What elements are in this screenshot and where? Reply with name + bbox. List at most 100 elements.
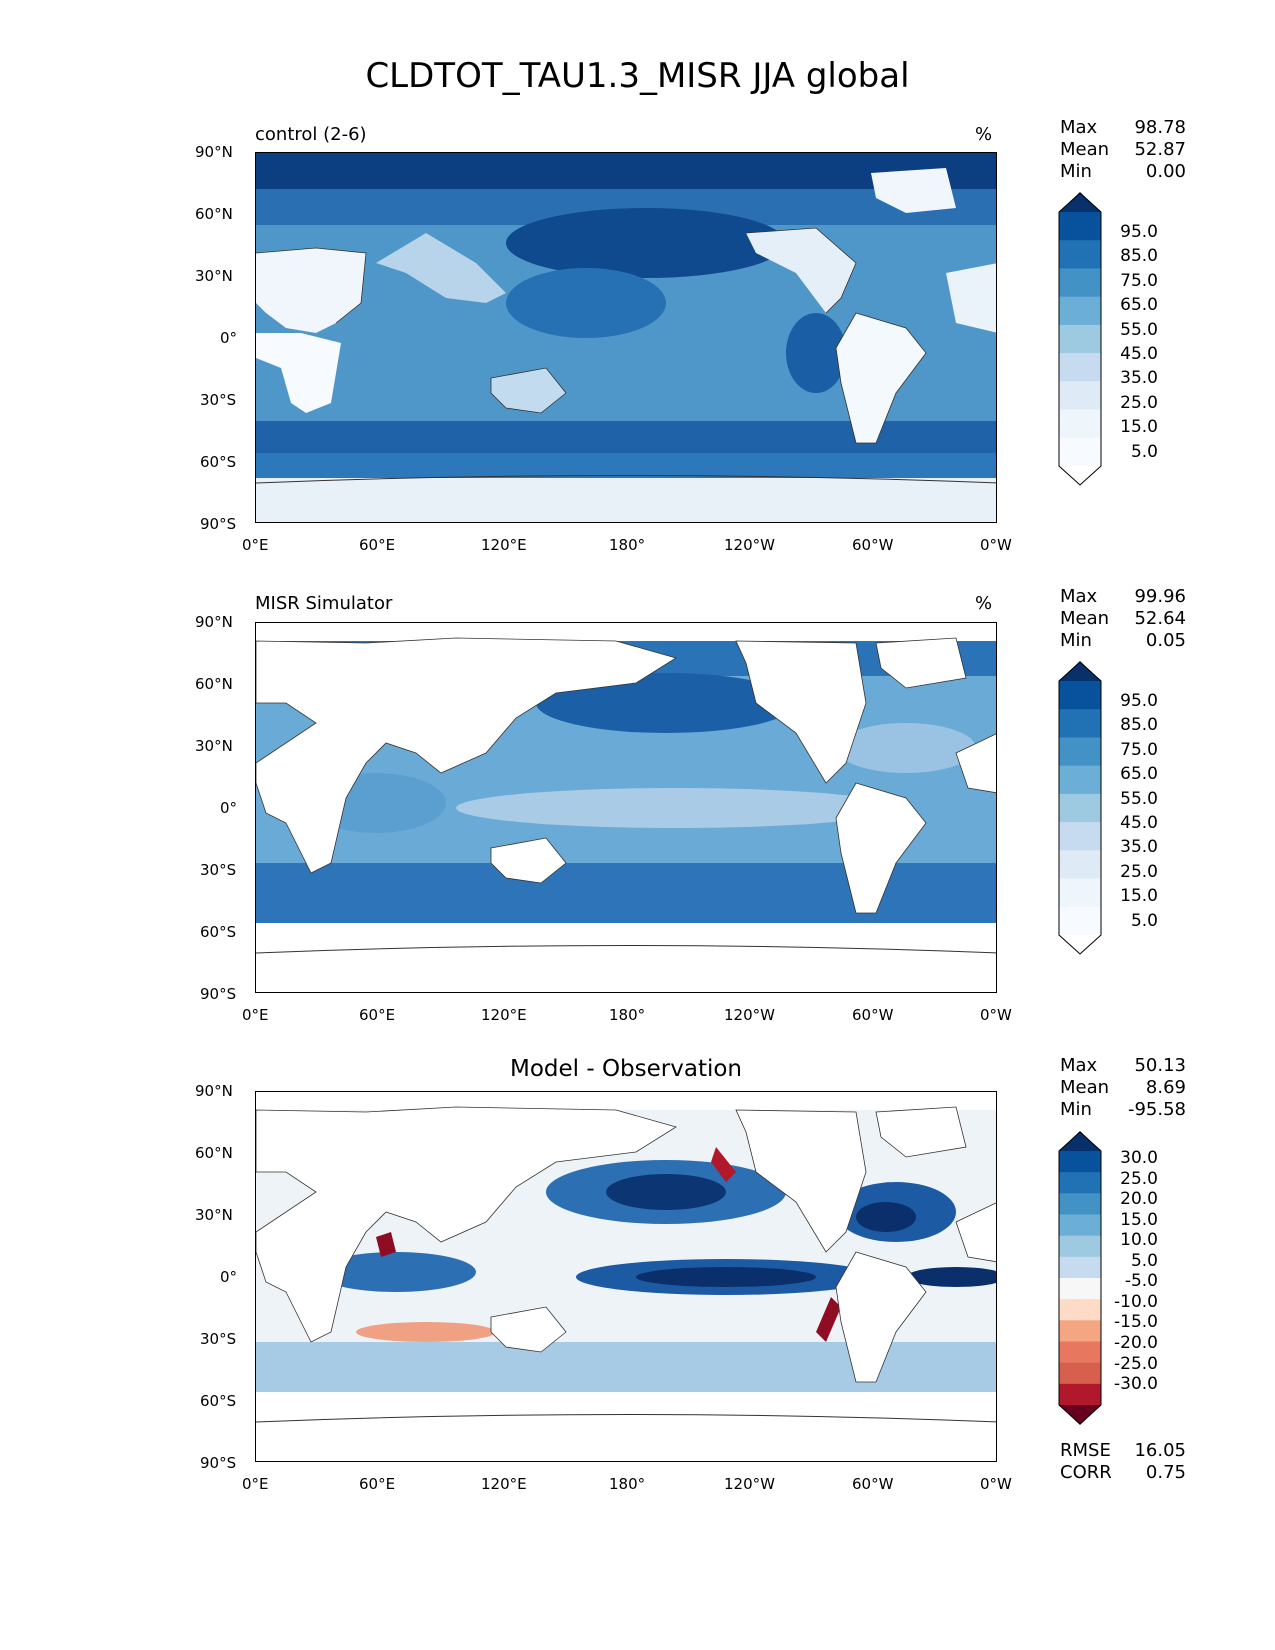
lon-tick: 120°E (481, 1006, 527, 1024)
colorbar-bin (1059, 878, 1101, 908)
corr-label: CORR (1060, 1462, 1112, 1483)
lon-tick: 0°E (242, 1006, 269, 1024)
colorbar-tick-label: -25.0 (1114, 1353, 1158, 1374)
stat-min-label: Min (1060, 630, 1092, 651)
lat-tick: 90°S (200, 515, 237, 533)
colorbar-bin (1059, 240, 1101, 269)
lon-tick: 180° (609, 536, 646, 554)
lat-tick: 30°S (200, 1330, 237, 1348)
lat-tick: 0° (220, 1268, 238, 1286)
colorbar-tick-label: 25.0 (1120, 392, 1158, 413)
colorbar-bin (1059, 437, 1101, 467)
lat-tick: 30°N (195, 267, 233, 285)
colorbar-tick-label: 20.0 (1120, 1189, 1158, 1210)
stat-mean-value: 52.64 (1134, 608, 1186, 629)
colorbar-bin (1059, 1362, 1101, 1385)
colorbar-bin (1059, 737, 1101, 767)
lon-tick: 60°W (852, 536, 894, 554)
colorbar-tick-label: -10.0 (1114, 1291, 1158, 1312)
colorbar-tick-label: 75.0 (1120, 270, 1158, 291)
lon-tick: 60°E (359, 536, 396, 554)
colorbar-bin (1059, 681, 1101, 710)
map-control (255, 152, 997, 523)
lat-tick: 60°N (195, 1144, 233, 1162)
colorbar-outline (1058, 661, 1102, 955)
lat-tick: 90°S (200, 1454, 237, 1472)
stat-max-value: 99.96 (1134, 586, 1186, 607)
colorbar-tick-label: 55.0 (1120, 788, 1158, 809)
colorbar-tick-label: 5.0 (1130, 441, 1158, 462)
map-misr (255, 622, 997, 993)
colorbar-tick-label: 75.0 (1120, 739, 1158, 760)
colorbar-outline (1058, 192, 1102, 486)
stat-max-label: Max (1060, 1055, 1098, 1076)
lat-tick: 60°N (195, 205, 233, 223)
lon-tick: 0°E (242, 1475, 269, 1493)
lat-tick: 60°S (200, 453, 237, 471)
colorbar-tick-label: 65.0 (1120, 764, 1158, 785)
colorbar-tick-label: -15.0 (1114, 1312, 1158, 1333)
stat-min-label: Min (1060, 161, 1092, 182)
lat-tick: 90°N (195, 613, 233, 631)
corr-value: 0.75 (1145, 1462, 1186, 1483)
colorbar-tick-label: 55.0 (1120, 319, 1158, 340)
colorbar-bin (1059, 1256, 1101, 1279)
lon-tick: 120°W (724, 1006, 775, 1024)
lon-tick: 0°W (980, 1475, 1012, 1493)
colorbar-tick-label: 95.0 (1120, 222, 1158, 242)
rmse-value: 16.05 (1134, 1440, 1186, 1461)
rmse-label: RMSE (1060, 1440, 1111, 1461)
colorbar-tick-label: -5.0 (1124, 1271, 1158, 1292)
colorbar-bin (1059, 296, 1101, 326)
stat-min-value: -95.58 (1127, 1099, 1186, 1120)
lat-tick: 30°N (195, 1206, 233, 1224)
lon-tick: 120°E (481, 1475, 527, 1493)
colorbar-tick-label: 95.0 (1120, 691, 1158, 711)
colorbar-bin (1059, 1193, 1101, 1215)
colorbar-extend-top (1059, 661, 1101, 681)
lat-tick: 0° (220, 329, 238, 347)
colorbar-bin (1059, 850, 1101, 880)
colorbar-tick-label: -20.0 (1114, 1332, 1158, 1353)
colorbar-tick-label: 15.0 (1120, 417, 1158, 438)
lat-tick: 30°N (195, 737, 233, 755)
stat-max-label: Max (1060, 117, 1098, 138)
lat-tick: 90°N (195, 143, 233, 161)
colorbar-bin (1059, 793, 1101, 823)
colorbar-bin (1059, 409, 1101, 439)
stat-min-value: 0.00 (1145, 161, 1186, 182)
panel-subtitle: MISR Simulator (255, 593, 393, 614)
colorbar-control (1058, 192, 1102, 486)
colorbar-bin (1059, 709, 1101, 738)
colorbar-tick-label: 5.0 (1130, 910, 1158, 931)
map-difference (255, 1091, 997, 1462)
stat-max-value: 98.78 (1134, 117, 1186, 138)
colorbar-outline (1058, 1131, 1102, 1425)
stat-mean-label: Mean (1060, 1077, 1110, 1098)
colorbar-bin (1059, 1235, 1101, 1258)
lat-tick: 60°S (200, 923, 237, 941)
stat-min-value: 0.05 (1145, 630, 1186, 651)
colorbar-tick-label: -30.0 (1114, 1374, 1158, 1395)
colorbar-misr (1058, 661, 1102, 955)
lat-tick: 0° (220, 799, 238, 817)
colorbar-bin (1059, 765, 1101, 795)
colorbar-tick-label: 85.0 (1120, 246, 1158, 267)
colorbar-bin (1059, 1151, 1101, 1173)
colorbar-bin (1059, 822, 1101, 851)
colorbar-tick-label: 30.0 (1120, 1148, 1158, 1168)
colorbar-tick-label: 25.0 (1120, 861, 1158, 882)
colorbar-bin (1059, 212, 1101, 241)
stat-mean-value: 8.69 (1145, 1077, 1186, 1098)
lat-tick: 90°N (195, 1082, 233, 1100)
colorbar-extend-bottom (1059, 466, 1101, 486)
colorbar-bin (1059, 268, 1101, 298)
colorbar-tick-label: 45.0 (1120, 344, 1158, 364)
colorbar-tick-label: 35.0 (1120, 837, 1158, 858)
stat-mean-value: 52.87 (1134, 139, 1186, 160)
lon-tick: 60°E (359, 1006, 396, 1024)
colorbar-difference (1058, 1131, 1102, 1425)
colorbar-bin (1059, 906, 1101, 936)
colorbar-bin (1059, 324, 1101, 354)
stat-max-label: Max (1060, 586, 1098, 607)
